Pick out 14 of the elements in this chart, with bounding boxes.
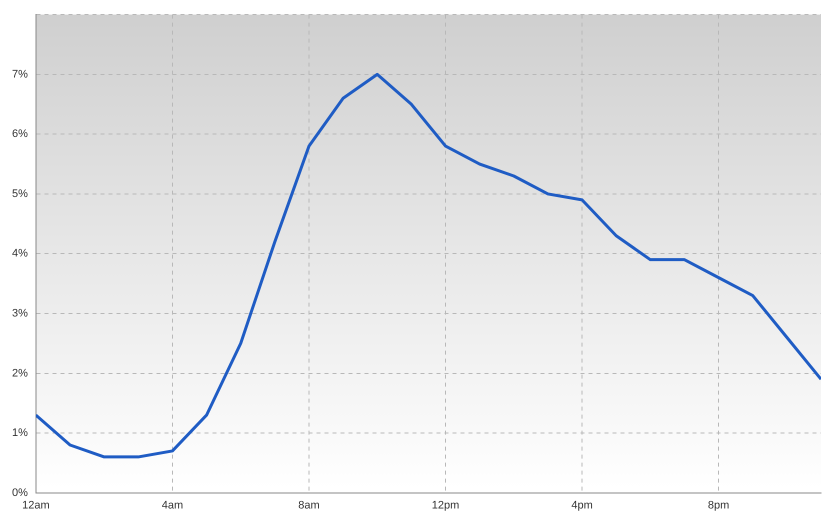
y-tick-label: 7% [12,68,28,80]
y-tick-label: 1% [12,427,28,440]
y-tick-label: 6% [12,128,28,140]
x-tick-label: 4am [162,499,184,512]
x-tick-label: 12am [22,499,50,512]
x-tick-label: 8am [298,499,320,512]
y-tick-label: 4% [12,248,28,260]
y-tick-label: 5% [12,188,28,200]
y-tick-label: 3% [12,308,28,320]
x-tick-label: 12pm [432,499,460,512]
y-tick-label: 0% [12,486,28,499]
x-tick-label: 4pm [571,499,593,512]
x-tick-label: 8pm [708,499,730,512]
y-tick-label: 2% [12,367,28,380]
